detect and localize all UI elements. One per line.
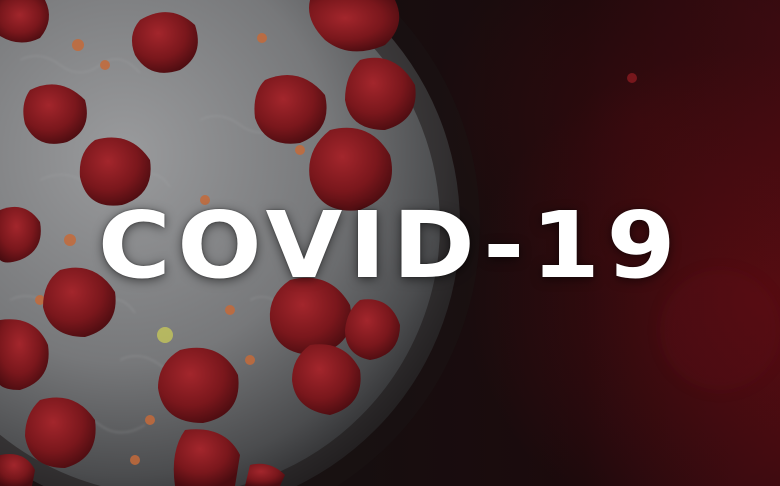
spike-proteins <box>0 0 416 486</box>
banner-title: COVID-19 <box>97 191 683 299</box>
floating-particle <box>627 73 637 83</box>
